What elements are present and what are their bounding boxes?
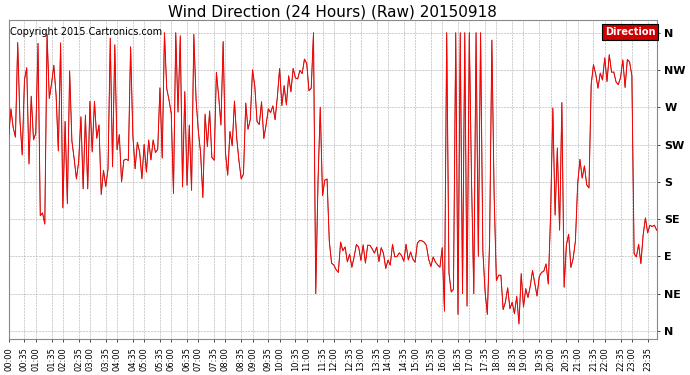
- Text: Copyright 2015 Cartronics.com: Copyright 2015 Cartronics.com: [10, 27, 162, 37]
- Title: Wind Direction (24 Hours) (Raw) 20150918: Wind Direction (24 Hours) (Raw) 20150918: [168, 4, 497, 19]
- Text: Direction: Direction: [605, 27, 656, 37]
